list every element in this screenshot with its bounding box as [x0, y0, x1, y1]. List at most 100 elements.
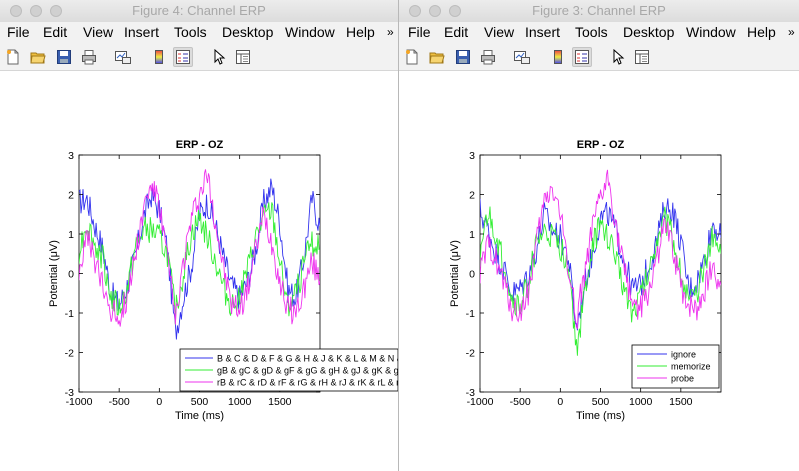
y-tick-label: 2	[469, 190, 475, 202]
menu-view[interactable]: View	[83, 24, 114, 40]
legend-entry-1: B & C & D & F & G & H & J & K & L & M & …	[217, 354, 398, 364]
legend-entry-3: rB & rC & rD & rF & rG & rH & rJ & rK & …	[217, 378, 398, 388]
new-figure-icon[interactable]	[402, 47, 422, 67]
plot-title: ERP - OZ	[577, 139, 625, 151]
zoom-window-button[interactable]	[50, 5, 62, 17]
figure-canvas[interactable]: ERP - OZ -1000 -500 0 500 1000 1500 3 2 1 0 -1 -2 -3 T…	[0, 71, 398, 471]
pointer-icon[interactable]	[209, 47, 229, 67]
menu-tools[interactable]: Tools	[575, 24, 608, 40]
x-tick-label: 500	[191, 396, 209, 408]
menu-desktop[interactable]: Desktop	[623, 24, 675, 40]
x-axis: -1000 -500 0 500 1000 1500	[467, 155, 693, 408]
y-tick-label: -3	[65, 387, 74, 399]
series-line-2	[79, 202, 320, 325]
plot-title: ERP - OZ	[176, 139, 224, 151]
menu-window[interactable]: Window	[686, 24, 736, 40]
y-tick-label: -3	[466, 387, 475, 399]
menu-bar: File Edit View Insert Tools Desktop Wind…	[399, 22, 799, 44]
open-file-icon[interactable]	[28, 47, 48, 67]
x-tick-label: 500	[592, 396, 610, 408]
window-title: Figure 4: Channel ERP	[132, 3, 266, 18]
menu-file[interactable]: File	[408, 24, 431, 40]
legend-entry-2: gB & gC & gD & gF & gG & gH & gJ & gK & …	[217, 366, 398, 376]
y-tick-label: 0	[68, 269, 74, 281]
toolbar	[0, 44, 398, 71]
zoom-window-button[interactable]	[449, 5, 461, 17]
menu-help[interactable]: Help	[346, 24, 375, 40]
legend-box	[179, 348, 398, 392]
open-file-icon[interactable]	[427, 47, 447, 67]
link-plot-icon[interactable]	[512, 47, 532, 67]
menu-bar: File Edit View Insert Tools Desktop Wind…	[0, 22, 398, 44]
menu-view[interactable]: View	[484, 24, 515, 40]
x-tick-label: 0	[557, 396, 563, 408]
menu-insert[interactable]: Insert	[525, 24, 561, 40]
y-tick-label: 3	[469, 150, 475, 162]
series-line-3	[480, 169, 721, 330]
legend-entry-2: memorize	[671, 362, 711, 372]
y-axis: 3 2 1 0 -1 -2 -3	[466, 150, 721, 399]
y-tick-label: 2	[68, 190, 74, 202]
x-tick-label: 1500	[268, 396, 292, 408]
x-tick-label: 1000	[228, 396, 252, 408]
x-axis: -1000 -500 0 500 1000 1500	[66, 155, 292, 408]
x-tick-label: 0	[156, 396, 162, 408]
minimize-window-button[interactable]	[30, 5, 42, 17]
colorbar-icon[interactable]	[548, 47, 568, 67]
close-window-button[interactable]	[10, 5, 22, 17]
plot-legend[interactable]: ignore memorize probe	[631, 344, 720, 389]
new-figure-icon[interactable]	[3, 47, 23, 67]
y-tick-label: 1	[68, 229, 74, 241]
save-icon[interactable]	[453, 47, 473, 67]
menu-edit[interactable]: Edit	[43, 24, 68, 40]
menu-tools[interactable]: Tools	[174, 24, 207, 40]
menu-edit[interactable]: Edit	[444, 24, 469, 40]
figure-window-3: Figure 3: Channel ERP File Edit View Ins…	[399, 0, 799, 471]
close-window-button[interactable]	[409, 5, 421, 17]
y-tick-label: -2	[466, 348, 475, 360]
x-tick-label: -500	[510, 396, 531, 408]
print-icon[interactable]	[478, 47, 498, 67]
y-tick-label: 0	[469, 269, 475, 281]
figure-window-4: Figure 4: Channel ERP File Edit View Ins…	[0, 0, 398, 471]
pointer-icon[interactable]	[608, 47, 628, 67]
window-divider	[398, 0, 399, 471]
legend-icon[interactable]	[572, 47, 592, 67]
y-tick-label: 1	[469, 229, 475, 241]
legend-entry-3: probe	[671, 374, 694, 384]
legend-icon[interactable]	[173, 47, 193, 67]
property-inspector-icon[interactable]	[233, 47, 253, 67]
print-icon[interactable]	[79, 47, 99, 67]
property-inspector-icon[interactable]	[632, 47, 652, 67]
menu-desktop[interactable]: Desktop	[222, 24, 274, 40]
x-tick-label: -500	[109, 396, 130, 408]
save-icon[interactable]	[54, 47, 74, 67]
plot-legend[interactable]: B & C & D & F & G & H & J & K & L & M & …	[179, 348, 398, 392]
colorbar-icon[interactable]	[149, 47, 169, 67]
toolbar	[399, 44, 799, 71]
y-tick-label: -1	[65, 308, 74, 320]
x-axis-label: Time (ms)	[576, 410, 625, 422]
menu-help[interactable]: Help	[747, 24, 776, 40]
y-tick-label: -1	[466, 308, 475, 320]
series-lines	[79, 169, 320, 340]
menu-insert[interactable]: Insert	[124, 24, 160, 40]
x-tick-label: -1000	[467, 396, 494, 408]
y-tick-label: 3	[68, 150, 74, 162]
menu-overflow-icon[interactable]: »	[788, 25, 795, 39]
x-tick-label: 1500	[669, 396, 693, 408]
series-lines	[480, 169, 721, 356]
title-bar[interactable]: Figure 3: Channel ERP	[399, 0, 799, 23]
title-bar[interactable]: Figure 4: Channel ERP	[0, 0, 398, 23]
x-axis-label: Time (ms)	[175, 410, 224, 422]
menu-file[interactable]: File	[7, 24, 30, 40]
minimize-window-button[interactable]	[429, 5, 441, 17]
link-plot-icon[interactable]	[113, 47, 133, 67]
figure-canvas[interactable]: ERP - OZ -1000 -500 0 500 1000 1500 3 2 1 0 -1 -2 -3 T…	[399, 71, 799, 471]
series-line-1	[480, 198, 721, 331]
x-tick-label: -1000	[66, 396, 93, 408]
x-tick-label: 1000	[629, 396, 653, 408]
menu-overflow-icon[interactable]: »	[387, 25, 394, 39]
menu-window[interactable]: Window	[285, 24, 335, 40]
y-axis-label: Potential (μV)	[48, 240, 60, 307]
